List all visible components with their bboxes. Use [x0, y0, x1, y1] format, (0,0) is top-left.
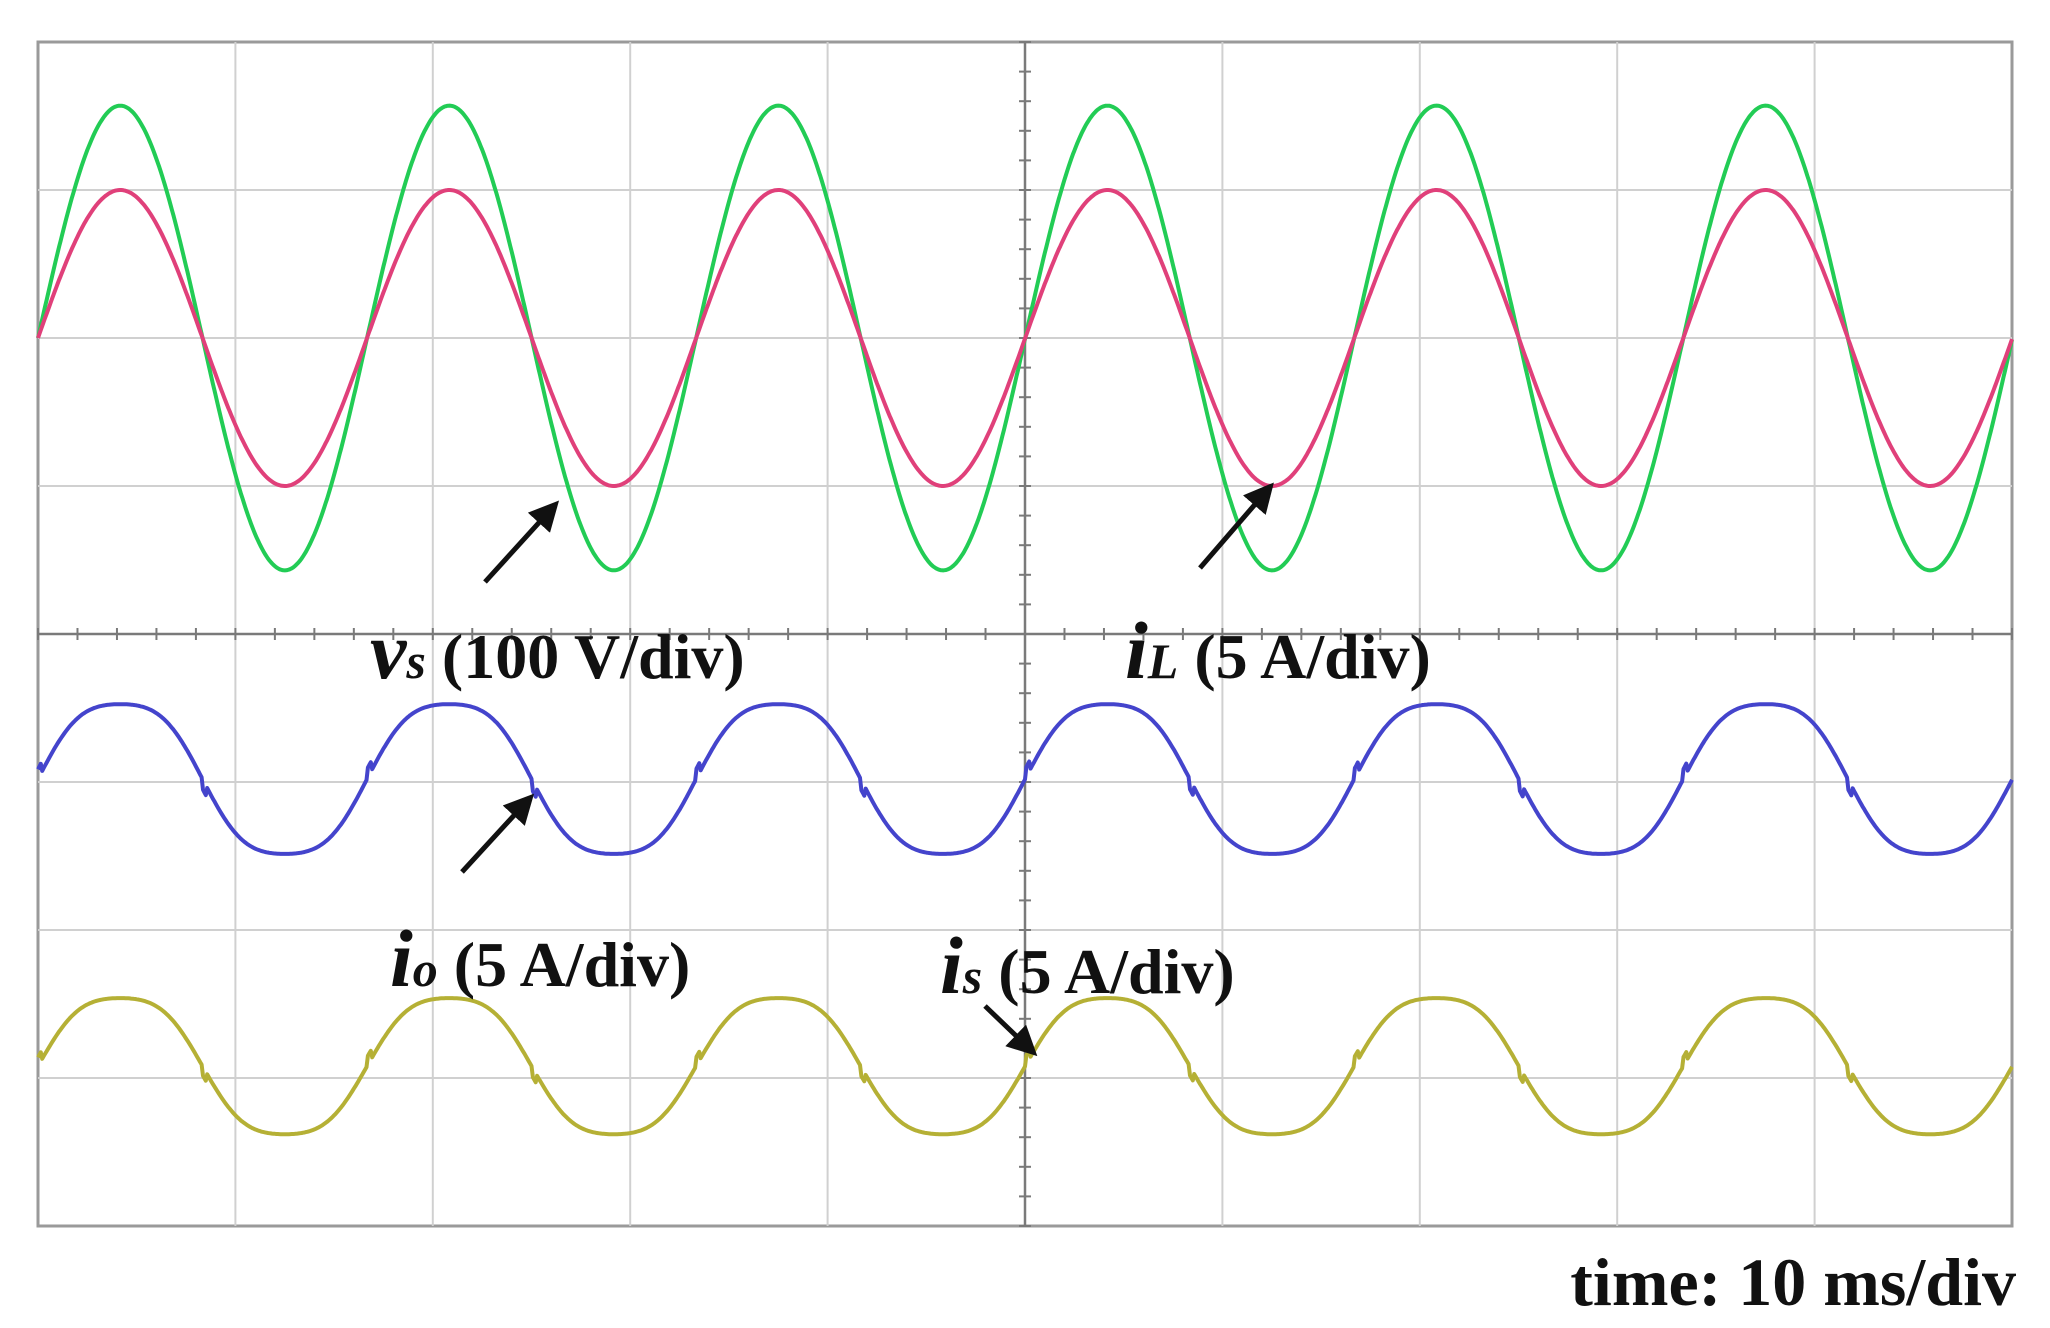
label-il: iL (5 A/div) — [1125, 605, 1431, 696]
label-is: is (5 A/div) — [940, 920, 1235, 1011]
label-io: io (5 A/div) — [390, 913, 691, 1004]
traces — [36, 103, 2014, 1137]
label-vs: vs (100 V/div) — [370, 605, 745, 696]
arrow-vs — [483, 500, 560, 584]
trace-is — [36, 996, 2014, 1137]
grid — [36, 40, 2014, 1228]
arrow-is — [983, 1004, 1038, 1057]
trace-iL — [36, 188, 2014, 488]
time-scale-label: time: 10 ms/div — [1570, 1244, 2016, 1320]
arrows — [460, 482, 1274, 1057]
trace-io — [36, 702, 2014, 856]
arrow-io — [460, 793, 535, 874]
arrow-il — [1198, 482, 1274, 570]
